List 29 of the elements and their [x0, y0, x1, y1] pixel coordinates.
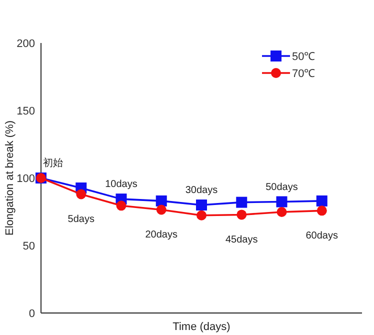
y-tick-label: 50 [22, 240, 35, 252]
x-tick-label: 45days [226, 234, 258, 246]
y-axis-title: Elongation at break (%) [4, 120, 16, 236]
x-tick-label: 60days [306, 230, 338, 242]
point [156, 195, 167, 206]
point [116, 200, 126, 211]
point [316, 195, 328, 206]
point [236, 196, 248, 208]
y-tick-label: 200 [16, 38, 35, 50]
y-tick-label: 150 [16, 106, 35, 118]
x-tick-label: 初始 [43, 157, 63, 169]
x-tick-label: 20days [145, 230, 178, 241]
point [276, 196, 288, 208]
x-tick-label: 5days [68, 214, 94, 226]
x-tick-label: 30days [185, 185, 218, 196]
x-tick-label: 10days [105, 179, 138, 190]
y-tick-label: 100 [16, 173, 35, 185]
point [316, 206, 327, 216]
point [276, 207, 287, 218]
y-tick-label: 0 [28, 308, 35, 320]
x-tick-label: 50days [266, 182, 298, 193]
point [196, 210, 206, 220]
legend-label: 70℃ [292, 68, 316, 80]
legend-label: 50℃ [292, 51, 316, 63]
point [156, 204, 166, 215]
point [196, 200, 207, 210]
point [236, 210, 247, 220]
x-axis-title: Time (days) [172, 321, 230, 333]
point [76, 189, 86, 200]
